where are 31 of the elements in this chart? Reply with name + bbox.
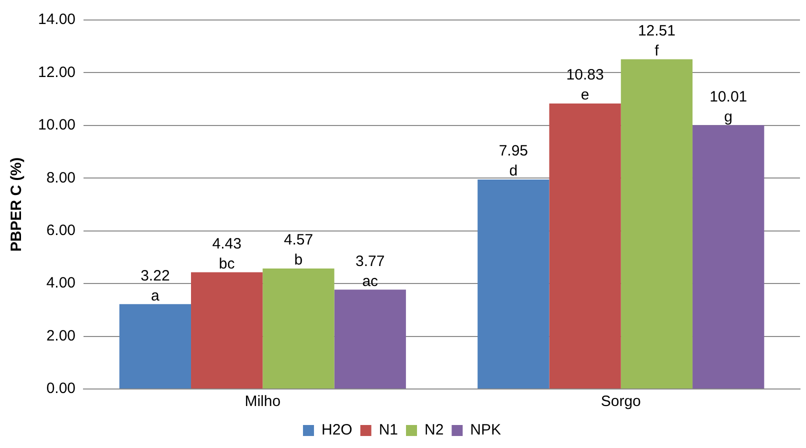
legend-label: N1 — [378, 422, 398, 439]
data-label: 4.57 b — [284, 232, 314, 269]
y-tick-label: 6.00 — [46, 222, 76, 239]
y-tick-label: 8.00 — [46, 169, 76, 186]
y-tick-label: 14.00 — [38, 11, 76, 28]
y-tick-label: 10.00 — [38, 116, 76, 134]
y-tick-label: 0.00 — [46, 380, 76, 398]
data-label: 4.43 bc — [212, 235, 242, 272]
data-label: 3.22 a — [140, 267, 170, 304]
legend-label: H2O — [321, 422, 352, 439]
data-label: 10.83 e — [566, 66, 604, 104]
legend-label: N2 — [424, 422, 444, 439]
y-tick-label: 2.00 — [46, 327, 76, 344]
bar — [549, 104, 621, 388]
legend-label: NPK — [470, 422, 502, 439]
y-axis-title: PBPER C (%) — [8, 157, 26, 252]
bar — [334, 290, 406, 388]
bar — [620, 59, 693, 388]
data-label: 10.01 g — [710, 88, 748, 126]
y-tick-label: 4.00 — [46, 274, 76, 292]
data-label: 12.51 f — [638, 22, 676, 60]
bar — [191, 272, 263, 388]
data-label: 7.95 d — [498, 142, 528, 180]
data-label: 3.77 ac — [356, 252, 385, 290]
bar — [692, 125, 764, 388]
x-tick-label: Sorgo — [600, 393, 641, 410]
x-tick-label: Milho — [244, 393, 281, 410]
bar — [478, 179, 550, 388]
bar — [119, 304, 192, 388]
bar — [262, 268, 334, 388]
y-tick-label: 12.00 — [38, 64, 76, 81]
